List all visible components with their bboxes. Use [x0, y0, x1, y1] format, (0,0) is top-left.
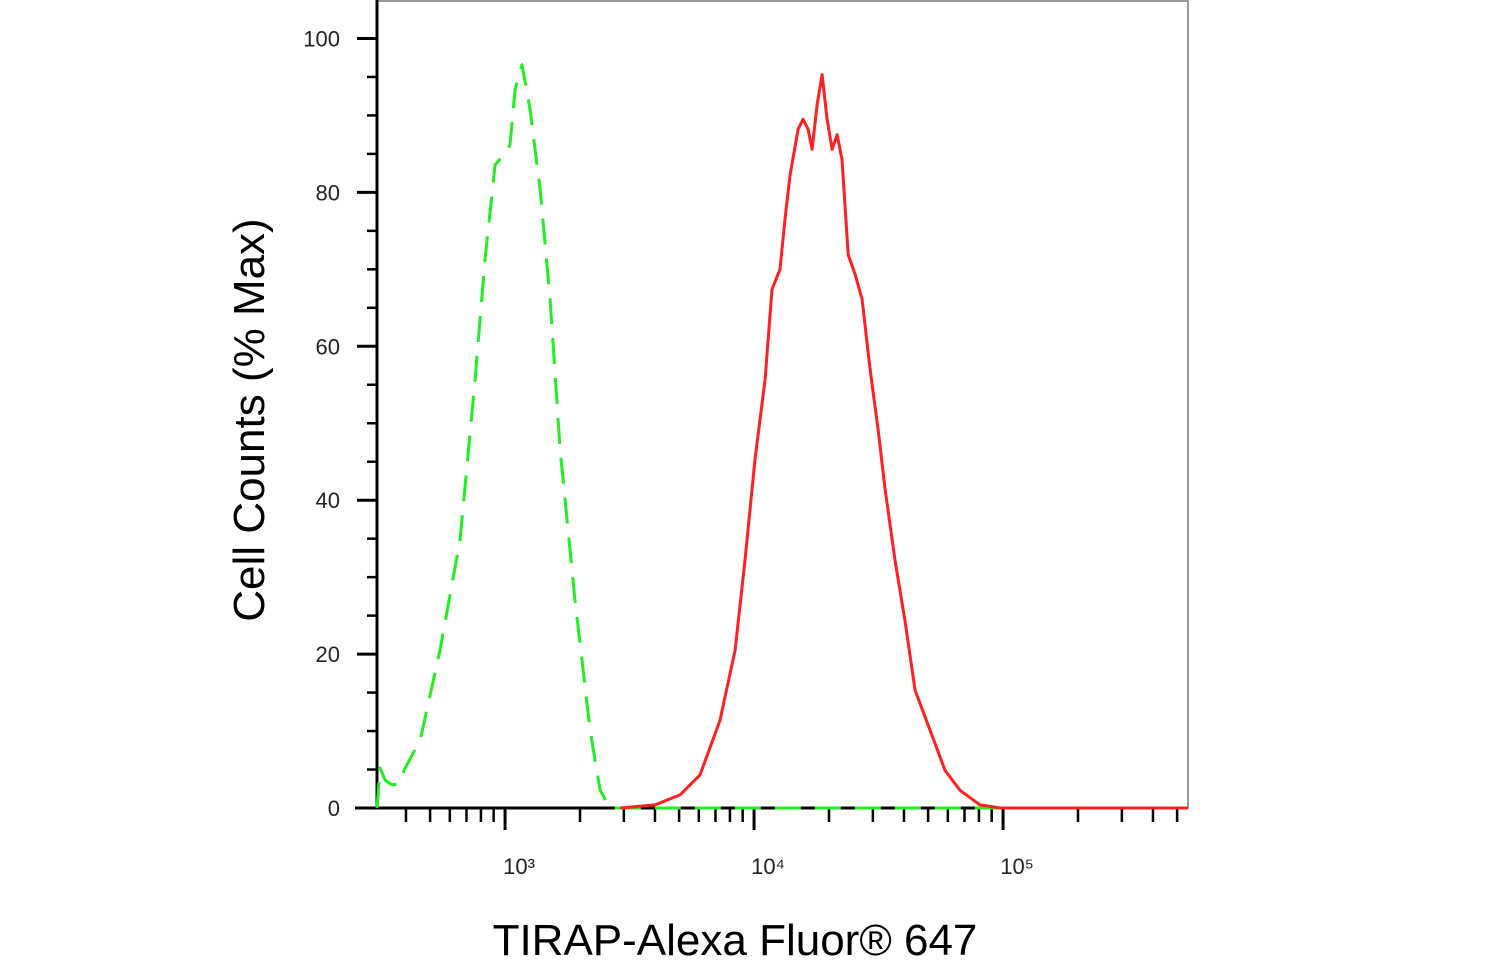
y-axis-label: Cell Counts (% Max) [225, 218, 274, 621]
series-line [619, 73, 1188, 810]
y-tick-label: 40 [316, 488, 340, 513]
series-line [375, 63, 1188, 810]
y-tick-label: 100 [303, 26, 340, 51]
plot-frame [376, 0, 1189, 809]
x-tick-label: 10⁴ [751, 854, 785, 879]
y-tick-label: 0 [328, 796, 340, 821]
y-tick-label: 20 [316, 642, 340, 667]
x-tick-label: 10⁵ [1000, 854, 1034, 879]
x-axis-label: TIRAP-Alexa Fluor® 647 [493, 916, 978, 963]
y-tick-label: 60 [316, 334, 340, 359]
x-tick-label: 10³ [503, 854, 535, 879]
y-tick-label: 80 [316, 180, 340, 205]
